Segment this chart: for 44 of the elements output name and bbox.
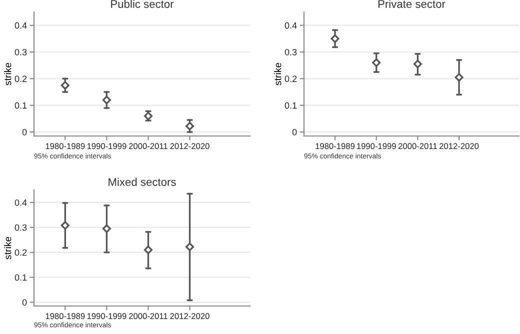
y-tick-label: 0.3 [284, 48, 297, 56]
chart-title: Mixed sectors [108, 178, 176, 186]
point [60, 81, 70, 90]
point [60, 221, 70, 230]
y-tick-label: 0.1 [14, 102, 27, 109]
chart-title: Private sector [378, 0, 446, 8]
y-tick-label: 0 [22, 299, 27, 306]
x-tick-label: 2000-2011 [129, 313, 168, 320]
y-tick-label: 0 [22, 128, 27, 136]
y-tick-label: 0 [292, 128, 297, 136]
point [185, 122, 194, 130]
x-tick-label: 1990-1999 [87, 143, 126, 150]
x-tick-label: 1980-1989 [316, 143, 355, 150]
point [454, 73, 464, 82]
point [185, 242, 194, 252]
point [102, 96, 111, 104]
y-tick-label: 0.1 [284, 102, 297, 109]
x-tick-label: 1990-1999 [357, 143, 396, 150]
chart-title: Public sector [111, 0, 174, 8]
y-tick-label: 0.3 [14, 224, 27, 231]
x-tick-label: 1980-1989 [46, 143, 85, 150]
point [413, 60, 422, 68]
y-tick-label: 0.2 [14, 249, 27, 256]
y-tick-label: 0.2 [284, 76, 297, 82]
y-tick-label: 0.4 [284, 22, 297, 29]
y-tick-label: 0.4 [14, 22, 27, 29]
x-tick-label: 1990-1999 [87, 313, 126, 320]
y-tick-label: 0.1 [14, 274, 27, 281]
y-tick-label: 0.3 [14, 48, 27, 56]
point [102, 224, 111, 233]
x-tick-label: 2012-2020 [440, 143, 479, 150]
x-tick-label: 2012-2020 [170, 143, 210, 150]
y-axis-title: strike [4, 62, 12, 86]
y-axis-title: strike [274, 62, 282, 86]
y-axis-title: strike [4, 236, 12, 260]
x-tick-label: 2012-2020 [170, 313, 210, 320]
point [144, 246, 153, 254]
x-tick-label: 2000-2011 [398, 143, 437, 150]
point [372, 58, 381, 67]
y-tick-label: 0.4 [14, 199, 27, 206]
x-tick-label: 1980-1989 [46, 313, 85, 320]
point [330, 34, 340, 43]
y-tick-label: 0.2 [14, 76, 27, 82]
x-tick-label: 2000-2011 [129, 143, 168, 150]
